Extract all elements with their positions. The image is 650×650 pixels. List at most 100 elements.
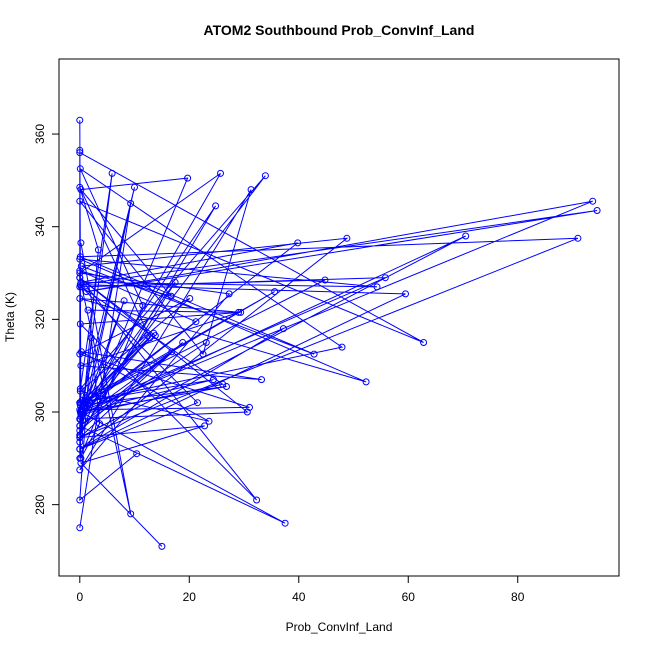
data-point — [76, 267, 84, 275]
data-point — [76, 283, 84, 291]
data-point — [219, 380, 227, 388]
data-point — [76, 406, 84, 414]
data-point — [144, 332, 152, 340]
x-tick-label: 0 — [76, 590, 83, 604]
data-point — [279, 325, 287, 333]
data-point — [258, 376, 265, 384]
data-point — [294, 239, 302, 247]
data-point — [593, 207, 601, 214]
data-point — [76, 415, 84, 423]
data-point — [76, 295, 84, 302]
data-point — [76, 274, 84, 282]
y-axis: 280 300 320 340 360 — [33, 124, 60, 515]
data-point — [76, 116, 84, 124]
data-point — [77, 362, 85, 370]
chart-title: ATOM2 Southbound Prob_ConvInf_Land — [204, 22, 475, 38]
data-point — [225, 290, 233, 298]
data-point — [77, 454, 85, 462]
data-point — [462, 232, 470, 240]
series-line — [78, 152, 424, 515]
data-point — [246, 403, 253, 411]
data-point — [77, 459, 85, 467]
data-point — [199, 350, 207, 358]
data-point — [271, 288, 279, 296]
series-line — [79, 200, 598, 450]
data-point — [76, 466, 84, 474]
data-point — [108, 169, 116, 177]
data-point — [168, 348, 176, 356]
data-point — [133, 450, 141, 458]
data-point — [76, 197, 84, 205]
data-point — [574, 234, 582, 242]
data-point — [338, 343, 346, 351]
data-point — [76, 431, 84, 439]
data-point — [235, 308, 243, 316]
series-line — [78, 277, 386, 427]
data-point — [96, 420, 103, 428]
plot-frame — [58, 58, 620, 577]
y-axis-label: Theta (K) — [3, 292, 17, 342]
data-point — [150, 329, 158, 337]
data-point — [127, 510, 135, 518]
data-point — [76, 269, 84, 277]
data-point — [212, 202, 220, 210]
data-point — [76, 427, 84, 434]
data-point — [76, 255, 84, 263]
data-point — [76, 320, 84, 328]
data-point — [171, 278, 179, 286]
data-point — [209, 376, 217, 384]
data-point — [167, 292, 175, 300]
data-point — [76, 146, 84, 154]
data-point — [420, 339, 428, 346]
x-tick-label: 40 — [292, 590, 306, 604]
data-point — [76, 149, 84, 157]
series-line — [79, 177, 286, 528]
data-point — [76, 496, 84, 504]
data-point — [76, 399, 84, 407]
data-point — [82, 288, 90, 296]
data-point — [158, 542, 166, 550]
data-point — [76, 165, 84, 173]
y-tick-label: 360 — [33, 124, 47, 144]
data-point — [223, 383, 230, 390]
data-point — [76, 422, 84, 430]
data-point — [94, 246, 102, 254]
data-point — [127, 200, 135, 207]
y-tick-label: 280 — [33, 494, 47, 514]
data-point — [77, 186, 85, 194]
data-point — [343, 234, 351, 242]
data-point — [179, 339, 187, 346]
data-point — [237, 308, 245, 316]
data-point — [205, 417, 213, 425]
data-point — [76, 387, 84, 395]
data-point — [217, 169, 224, 177]
data-point — [120, 297, 128, 305]
x-tick-label: 80 — [511, 590, 525, 604]
y-tick-label: 320 — [33, 309, 47, 329]
data-point — [77, 239, 85, 247]
data-point — [253, 496, 261, 504]
data-point — [321, 276, 329, 284]
data-point — [281, 519, 289, 527]
data-point — [76, 385, 84, 393]
data-point — [201, 422, 209, 430]
x-tick-label: 20 — [183, 590, 197, 604]
data-point — [186, 295, 194, 302]
plot-points — [76, 116, 601, 550]
data-point — [131, 183, 138, 191]
data-point — [84, 306, 92, 314]
y-tick-label: 340 — [33, 216, 47, 236]
x-axis-label: Prob_ConvInf_Land — [286, 620, 393, 634]
data-point — [87, 334, 95, 342]
data-point — [589, 197, 597, 205]
data-point — [184, 174, 192, 182]
data-point — [381, 274, 389, 282]
data-point — [77, 262, 85, 270]
data-point — [402, 290, 409, 298]
x-axis: 0 20 40 60 80 — [76, 575, 525, 604]
data-point — [76, 350, 84, 358]
data-point — [76, 438, 84, 446]
data-point — [373, 283, 381, 291]
data-point — [76, 445, 84, 453]
